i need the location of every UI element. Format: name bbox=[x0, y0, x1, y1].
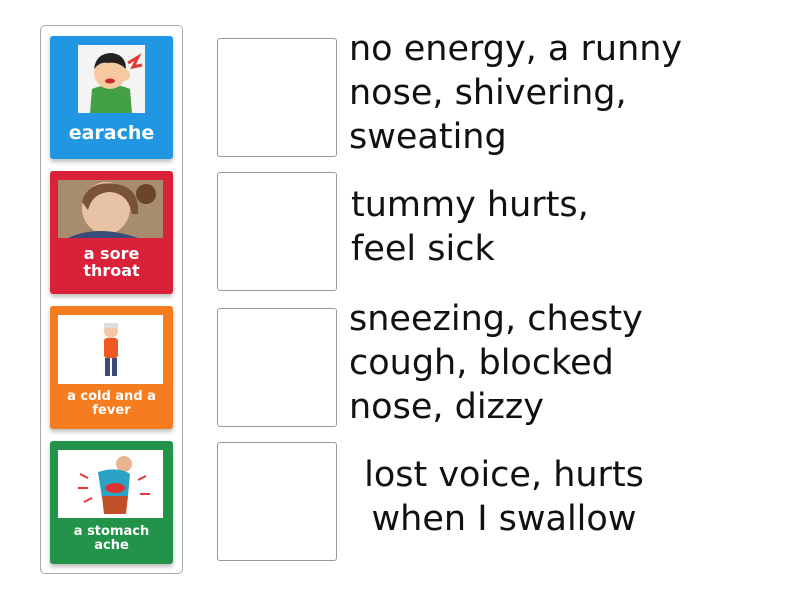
card-label: earache bbox=[68, 122, 155, 144]
clue-3: sneezing, chesty cough, blocked nose, di… bbox=[349, 299, 643, 427]
clue-1: no energy, a runny nose, shivering, swea… bbox=[349, 29, 683, 157]
card-label: a stomach ache bbox=[73, 524, 150, 553]
card-label: a sore throat bbox=[83, 244, 140, 280]
drop-box-4[interactable] bbox=[217, 442, 337, 561]
clue-2: tummy hurts, feel sick bbox=[351, 185, 589, 269]
cold-fever-image bbox=[58, 315, 163, 384]
drop-box-1[interactable] bbox=[217, 38, 337, 157]
sore-throat-image bbox=[58, 180, 163, 238]
card-earache[interactable]: earache bbox=[50, 36, 173, 159]
card-tray bbox=[40, 25, 183, 574]
card-cold-fever[interactable]: a cold and a fever bbox=[50, 306, 173, 429]
drop-box-2[interactable] bbox=[217, 172, 337, 291]
earache-image bbox=[78, 45, 145, 113]
drop-box-3[interactable] bbox=[217, 308, 337, 427]
stomach-ache-image bbox=[58, 450, 163, 518]
clue-4: lost voice, hurts when I swallow bbox=[364, 455, 644, 539]
card-stomach-ache[interactable]: a stomach ache bbox=[50, 441, 173, 564]
card-sore-throat[interactable]: a sore throat bbox=[50, 171, 173, 294]
card-label: a cold and a fever bbox=[67, 389, 156, 418]
